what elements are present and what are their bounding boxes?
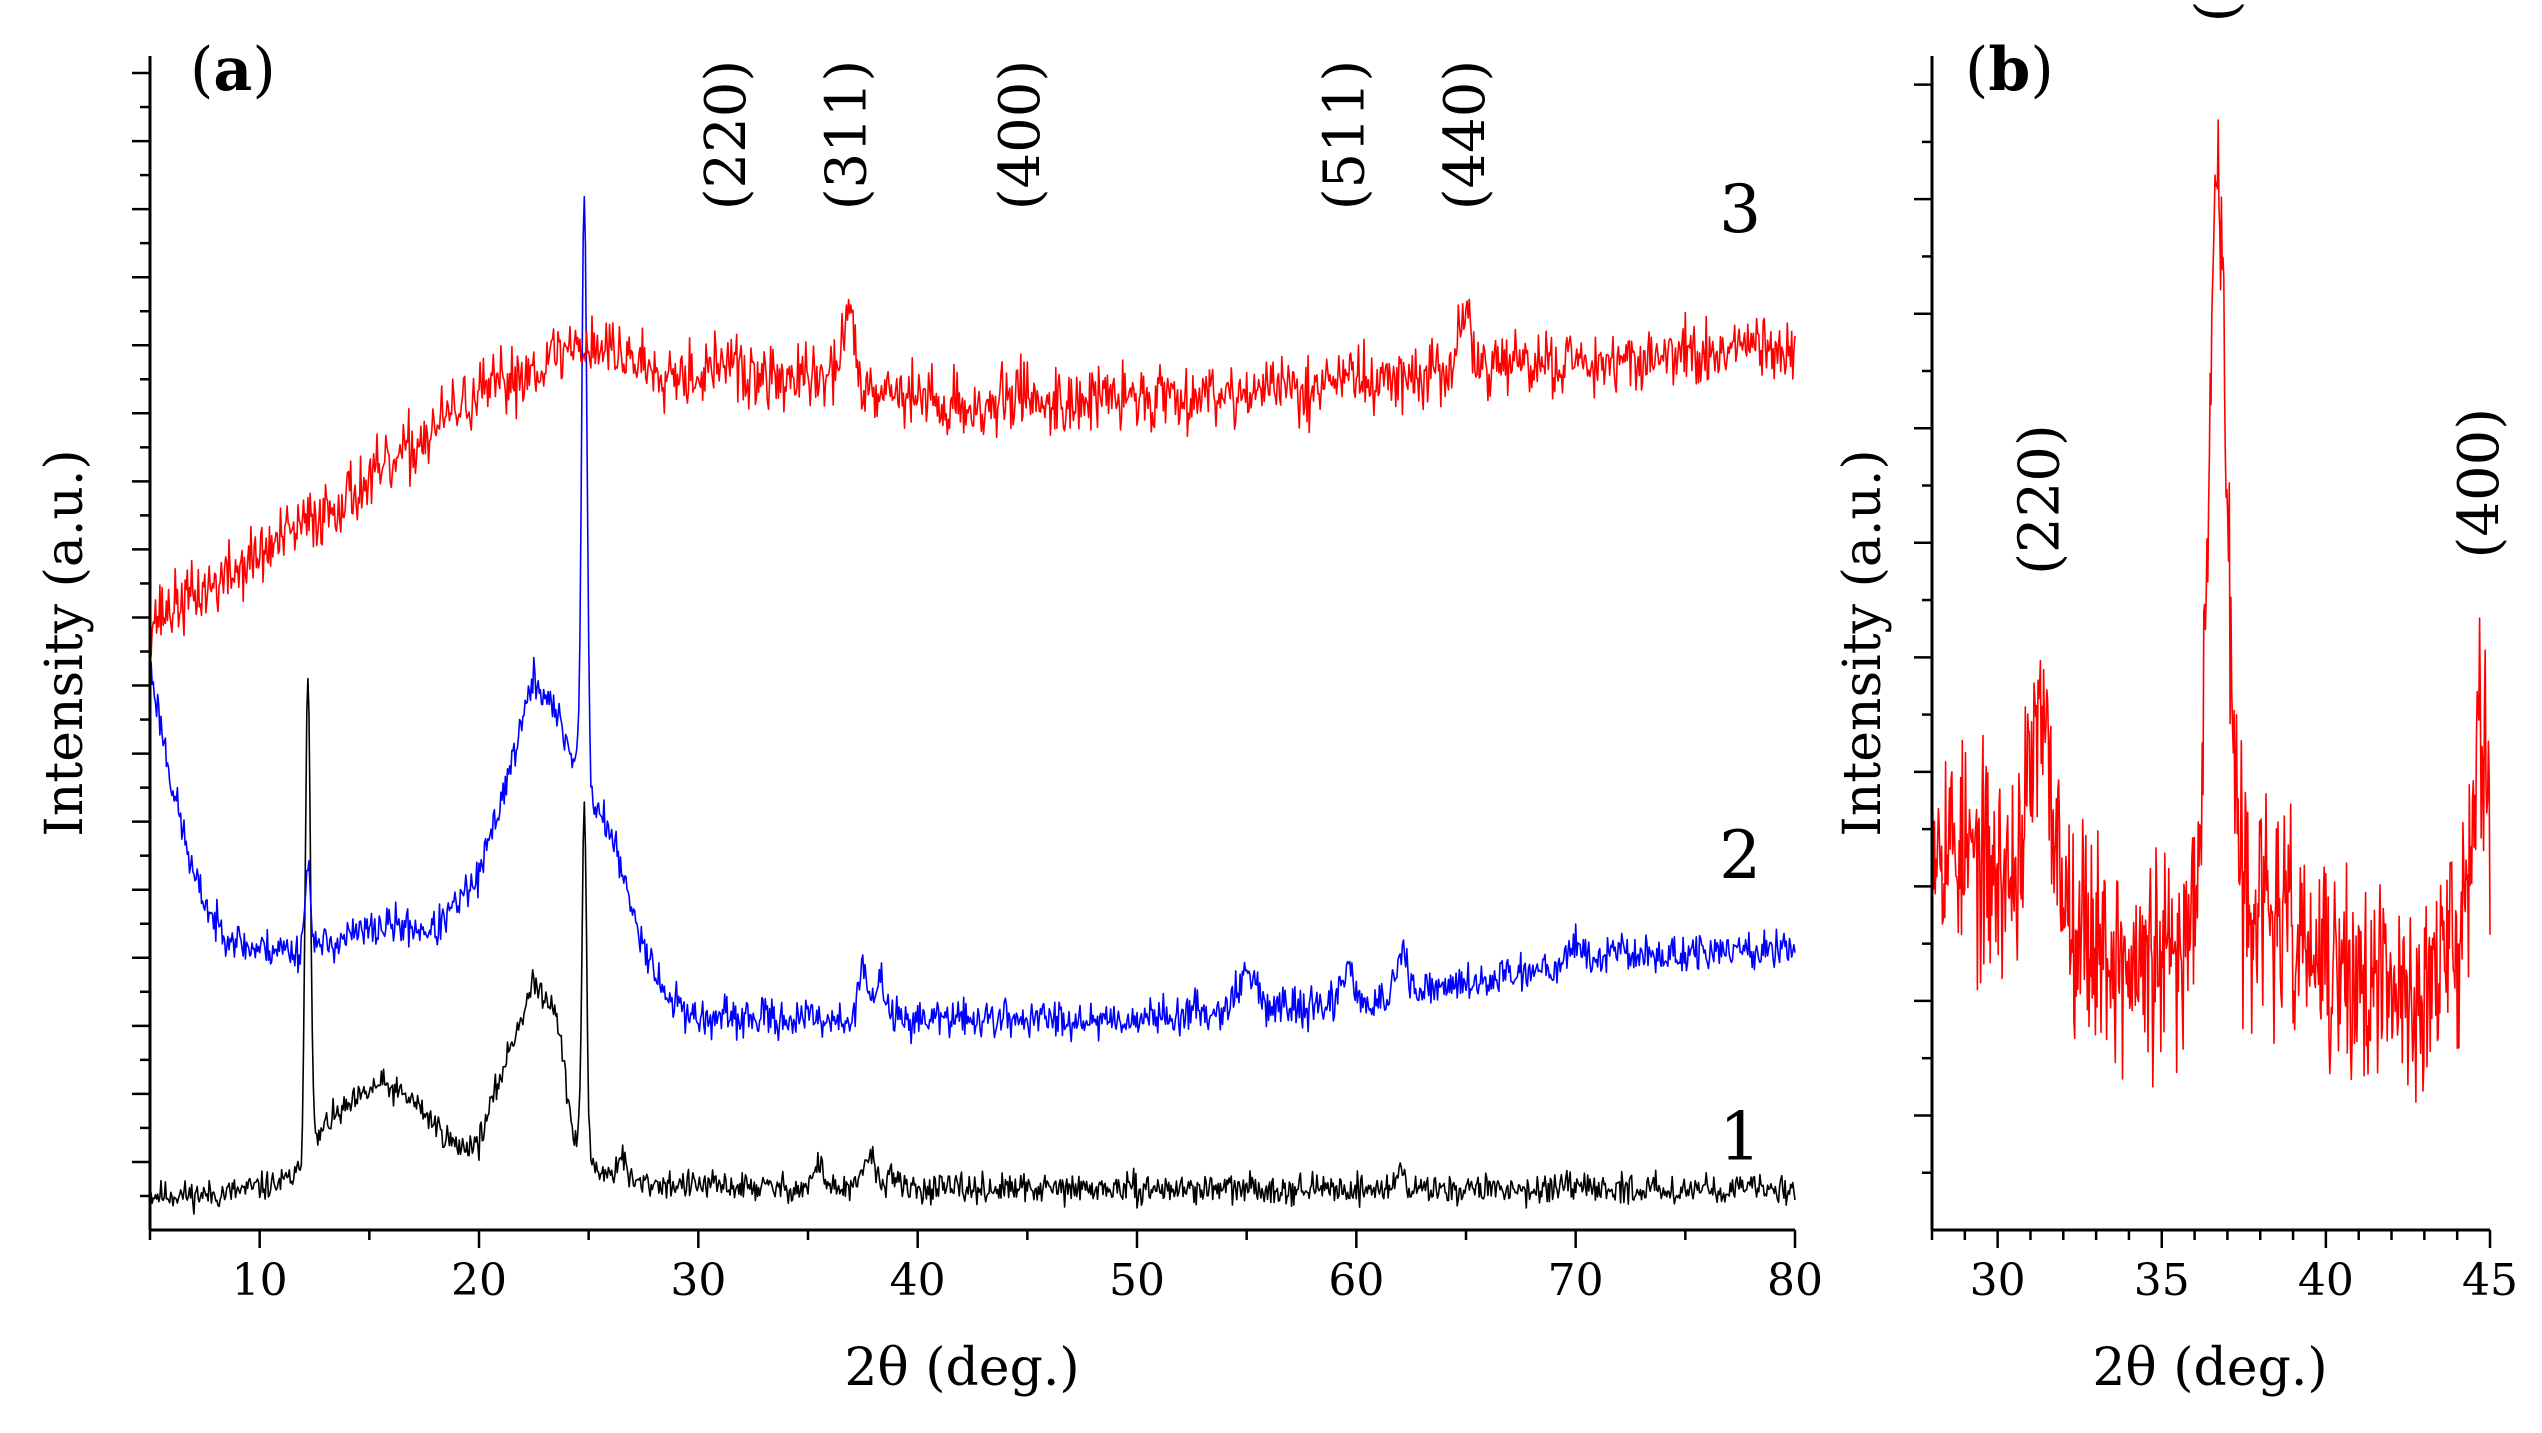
peak-annotation: (220) bbox=[694, 60, 759, 211]
x-tick-label: 70 bbox=[1548, 1255, 1604, 1306]
peak-annotation: (311) bbox=[2185, 0, 2250, 22]
x-tick-label: 40 bbox=[2298, 1255, 2354, 1306]
panel-b: 30 35 40 45 (220) (311) (400) (b) 2θ (deg.) I… bbox=[1833, 0, 2518, 1398]
panel-a-curve-labels: 1 2 3 bbox=[1719, 171, 1761, 1175]
panel-b-ticks: 30 35 40 45 bbox=[1914, 83, 2518, 1306]
panel-b-series-group bbox=[1931, 119, 2491, 1103]
panel-a-peak-annotations: (220) (311) (400) (511) (440) bbox=[694, 60, 1498, 211]
panel-a-label: (a) bbox=[190, 35, 276, 105]
series-3-line bbox=[1931, 119, 2491, 1103]
x-tick-label: 40 bbox=[890, 1255, 946, 1306]
peak-annotation: (440) bbox=[1433, 60, 1498, 211]
x-tick-label: 35 bbox=[2134, 1255, 2190, 1306]
x-tick-label: 50 bbox=[1109, 1255, 1165, 1306]
curve-label-3: 3 bbox=[1719, 171, 1761, 248]
panel-b-x-axis-title: 2θ (deg.) bbox=[2092, 1338, 2327, 1398]
x-tick-label: 10 bbox=[232, 1255, 288, 1306]
curve-label-1: 1 bbox=[1719, 1099, 1761, 1176]
x-tick-label: 60 bbox=[1328, 1255, 1384, 1306]
panel-a-series-group bbox=[149, 195, 1796, 1215]
panel-a-x-axis-title: 2θ (deg.) bbox=[844, 1338, 1079, 1398]
curve-label-2: 2 bbox=[1719, 817, 1761, 894]
peak-annotation: (311) bbox=[814, 60, 879, 211]
peak-annotation: (511) bbox=[1312, 60, 1377, 211]
peak-annotation: (400) bbox=[988, 60, 1053, 211]
panel-b-label: (b) bbox=[1965, 35, 2054, 105]
panel-a-ticks: 10 20 30 40 50 60 70 80 bbox=[132, 71, 1823, 1306]
x-tick-label: 45 bbox=[2462, 1255, 2518, 1306]
x-tick-label: 20 bbox=[451, 1255, 507, 1306]
peak-annotation: (220) bbox=[2007, 424, 2072, 575]
series-1-line bbox=[149, 677, 1796, 1215]
series-3-line bbox=[149, 298, 1796, 657]
panel-a-y-axis-title: Intensity (a.u.) bbox=[35, 449, 95, 836]
peak-annotation: (400) bbox=[2447, 408, 2512, 559]
series-2-line bbox=[149, 195, 1796, 1045]
x-tick-label: 30 bbox=[670, 1255, 726, 1306]
panel-a: 10 20 30 40 50 60 70 80 (220) (311) (400) (511) (44… bbox=[35, 35, 1823, 1398]
x-tick-label: 30 bbox=[1970, 1255, 2026, 1306]
panel-b-y-axis-title: Intensity (a.u.) bbox=[1833, 449, 1893, 836]
panel-b-peak-annotations: (220) (311) (400) bbox=[2007, 0, 2512, 575]
x-tick-label: 80 bbox=[1767, 1255, 1823, 1306]
